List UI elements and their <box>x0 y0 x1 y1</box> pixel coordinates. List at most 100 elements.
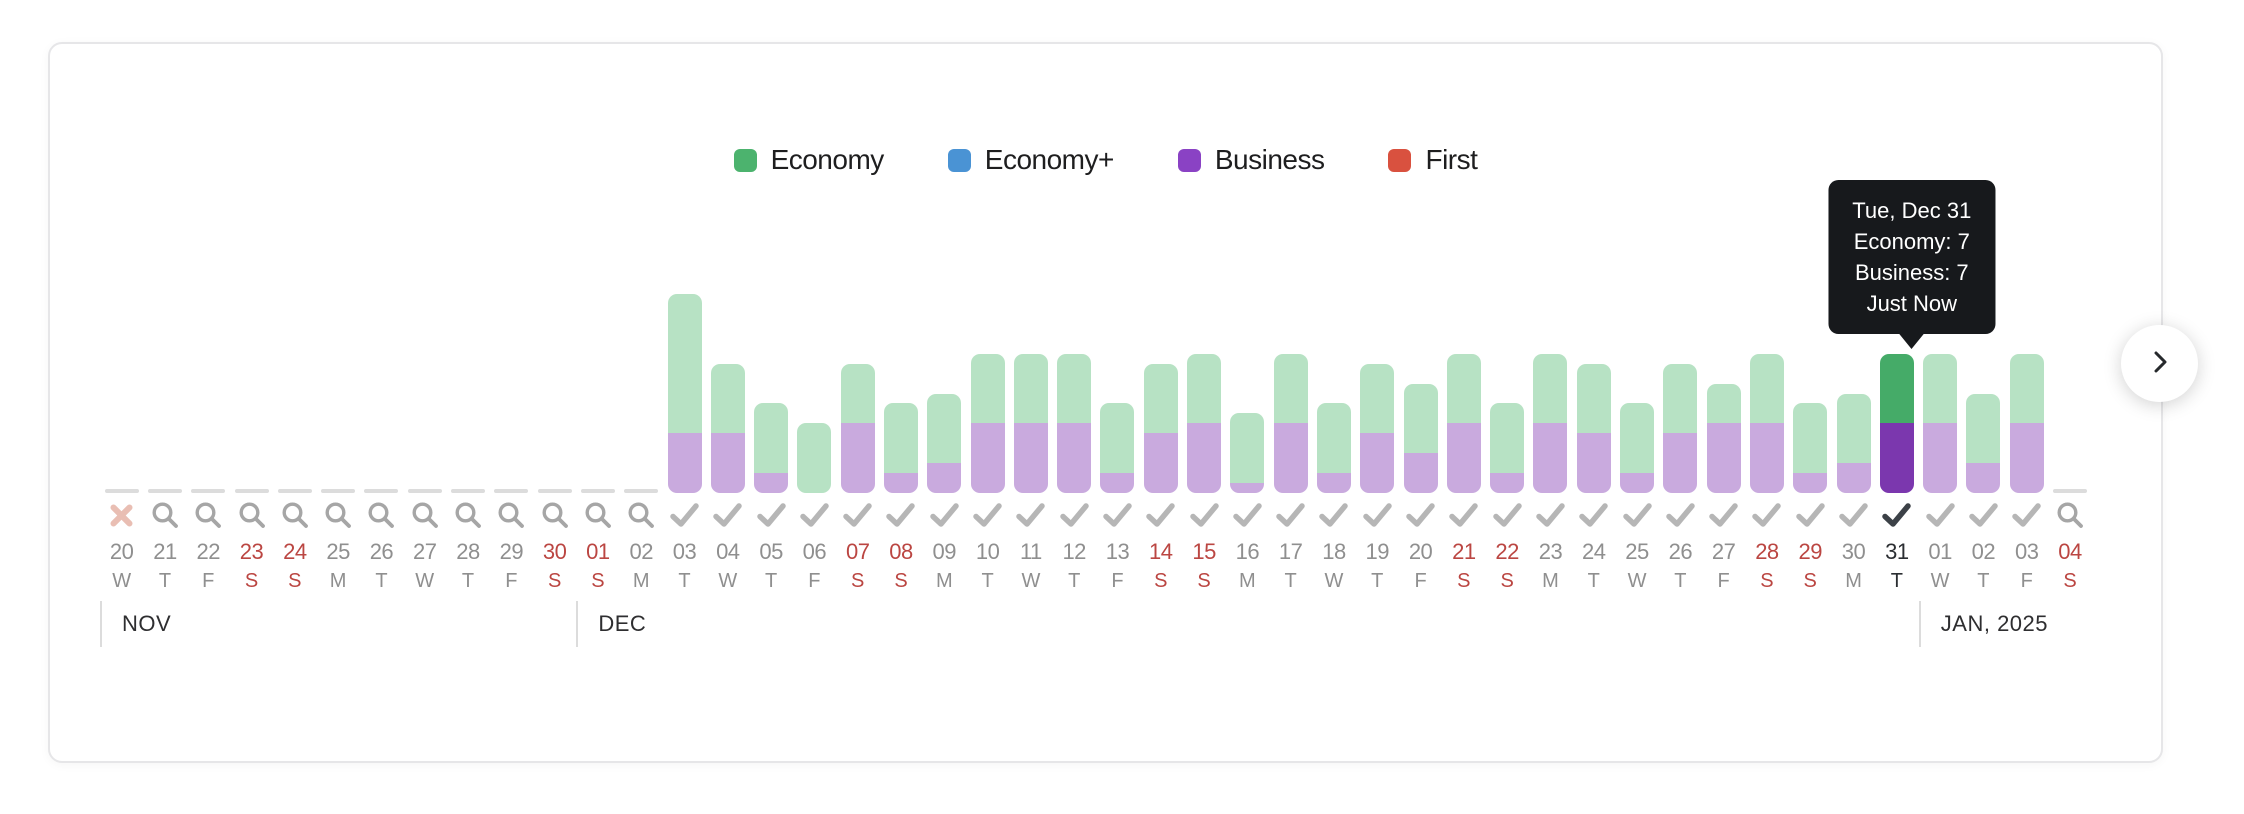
check-icon[interactable] <box>798 493 831 537</box>
stacked-bar[interactable] <box>1966 393 2001 493</box>
check-icon[interactable] <box>971 493 1004 537</box>
search-icon[interactable] <box>280 493 310 537</box>
day-column[interactable]: 01 S <box>576 283 619 595</box>
check-icon[interactable] <box>1101 493 1134 537</box>
stacked-bar[interactable] <box>1793 403 1828 493</box>
bar-slot[interactable] <box>793 283 836 493</box>
bar-slot[interactable] <box>316 283 359 493</box>
check-icon[interactable] <box>1707 493 1740 537</box>
check-icon[interactable] <box>1014 493 1047 537</box>
day-column[interactable]: 28 S <box>1745 283 1788 595</box>
bar-slot[interactable] <box>1312 283 1355 493</box>
bar-slot[interactable] <box>1356 283 1399 493</box>
stacked-bar[interactable] <box>667 294 702 493</box>
bar-slot[interactable] <box>143 283 186 493</box>
x-icon[interactable] <box>108 493 135 537</box>
check-icon[interactable] <box>1058 493 1091 537</box>
stacked-bar[interactable] <box>1923 353 1958 493</box>
check-icon[interactable] <box>928 493 961 537</box>
bar-slot[interactable] <box>1659 283 1702 493</box>
bar-slot[interactable] <box>1399 283 1442 493</box>
bar-slot[interactable] <box>1832 283 1875 493</box>
day-column[interactable]: 07 S <box>836 283 879 595</box>
day-column[interactable]: 16 M <box>1226 283 1269 595</box>
search-icon[interactable] <box>366 493 396 537</box>
search-icon[interactable] <box>453 493 483 537</box>
check-icon[interactable] <box>1491 493 1524 537</box>
bar-slot[interactable] <box>576 283 619 493</box>
day-column[interactable]: 27 W <box>403 283 446 595</box>
day-column[interactable]: 20 F <box>1399 283 1442 595</box>
bar-slot[interactable] <box>360 283 403 493</box>
check-icon[interactable] <box>1880 493 1913 537</box>
bar-slot[interactable] <box>273 283 316 493</box>
day-column[interactable]: 10 T <box>966 283 1009 595</box>
check-icon[interactable] <box>1534 493 1567 537</box>
check-icon[interactable] <box>1404 493 1437 537</box>
bar-slot[interactable] <box>923 283 966 493</box>
day-column[interactable]: 29 S <box>1789 283 1832 595</box>
bar-slot[interactable] <box>2048 283 2091 493</box>
check-icon[interactable] <box>1231 493 1264 537</box>
check-icon[interactable] <box>1621 493 1654 537</box>
stacked-bar[interactable] <box>754 403 789 493</box>
check-icon[interactable] <box>1317 493 1350 537</box>
bar-slot[interactable] <box>1702 283 1745 493</box>
bar-slot[interactable] <box>187 283 230 493</box>
day-column[interactable]: 22 F <box>187 283 230 595</box>
day-column[interactable]: 24 S <box>273 283 316 595</box>
bar-slot[interactable] <box>100 283 143 493</box>
check-icon[interactable] <box>1750 493 1783 537</box>
bar-slot[interactable] <box>663 283 706 493</box>
check-icon[interactable] <box>1577 493 1610 537</box>
stacked-bar[interactable] <box>1706 383 1741 493</box>
bar-slot[interactable] <box>1529 283 1572 493</box>
day-column[interactable]: 23 M <box>1529 283 1572 595</box>
search-icon[interactable] <box>237 493 267 537</box>
bar-slot[interactable] <box>706 283 749 493</box>
check-icon[interactable] <box>711 493 744 537</box>
day-column[interactable]: 17 T <box>1269 283 1312 595</box>
check-icon[interactable] <box>1924 493 1957 537</box>
stacked-bar[interactable] <box>1013 353 1048 493</box>
stacked-bar[interactable] <box>1057 353 1092 493</box>
search-icon[interactable] <box>540 493 570 537</box>
day-column[interactable]: 23 S <box>230 283 273 595</box>
bar-slot[interactable] <box>749 283 792 493</box>
bar-slot[interactable] <box>1269 283 1312 493</box>
bar-slot[interactable] <box>879 283 922 493</box>
bar-slot[interactable] <box>1486 283 1529 493</box>
stacked-bar[interactable] <box>1663 363 1698 493</box>
stacked-bar[interactable] <box>1230 413 1265 493</box>
search-icon[interactable] <box>626 493 656 537</box>
bar-slot[interactable] <box>1918 283 1961 493</box>
day-column[interactable]: 14 S <box>1139 283 1182 595</box>
bar-slot[interactable] <box>403 283 446 493</box>
bar-slot[interactable] <box>966 283 1009 493</box>
stacked-bar[interactable] <box>1273 353 1308 493</box>
stacked-bar[interactable] <box>1446 353 1481 493</box>
check-icon[interactable] <box>668 493 701 537</box>
check-icon[interactable] <box>1144 493 1177 537</box>
day-column[interactable]: 13 F <box>1096 283 1139 595</box>
day-column[interactable]: 04 S <box>2048 283 2091 595</box>
check-icon[interactable] <box>1664 493 1697 537</box>
day-column[interactable]: 03 F <box>2005 283 2048 595</box>
check-icon[interactable] <box>884 493 917 537</box>
day-column[interactable]: 05 T <box>749 283 792 595</box>
search-icon[interactable] <box>193 493 223 537</box>
check-icon[interactable] <box>1447 493 1480 537</box>
stacked-bar[interactable] <box>1576 363 1611 493</box>
search-icon[interactable] <box>150 493 180 537</box>
day-column[interactable]: 30 S <box>533 283 576 595</box>
check-icon[interactable] <box>1361 493 1394 537</box>
day-column[interactable]: 09 M <box>923 283 966 595</box>
bar-slot[interactable] <box>620 283 663 493</box>
check-icon[interactable] <box>1967 493 2000 537</box>
stacked-bar[interactable] <box>883 403 918 493</box>
next-dates-button[interactable] <box>2121 325 2198 402</box>
legend-item-economy-plus[interactable]: Economy+ <box>947 144 1114 176</box>
day-column[interactable]: 25 M <box>316 283 359 595</box>
stacked-bar[interactable] <box>1100 403 1135 493</box>
check-icon[interactable] <box>1188 493 1221 537</box>
